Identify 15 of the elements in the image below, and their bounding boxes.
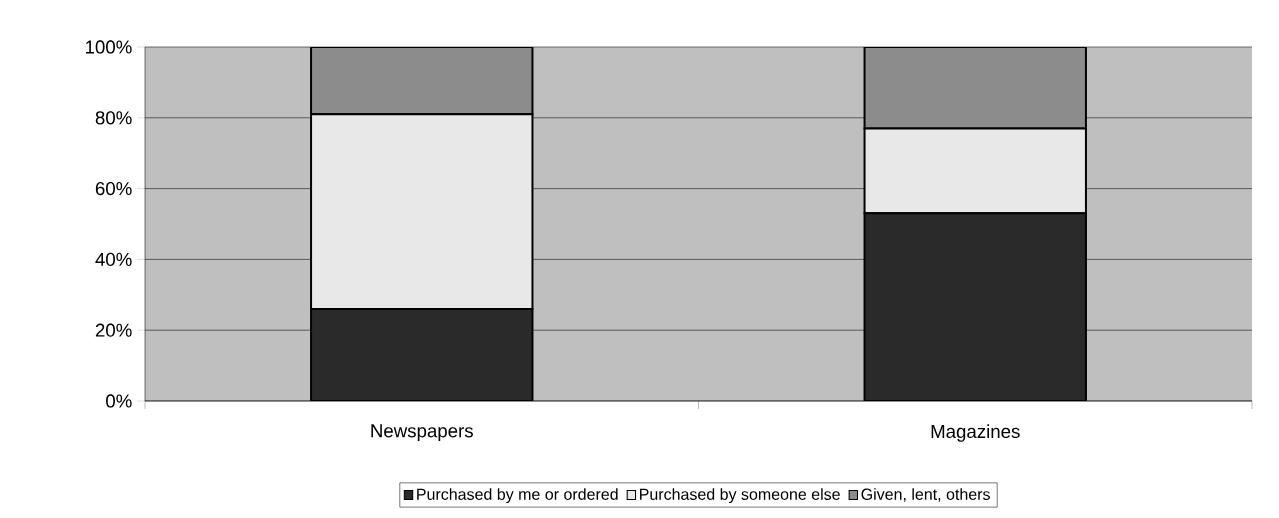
bar (863, 212, 1087, 401)
x-tick-label: Magazines (931, 424, 1020, 442)
bar (863, 47, 1087, 130)
y-tick-label: 20% (95, 323, 132, 337)
legend-label: Given, lent, others (861, 488, 990, 502)
y-tick-label: 0% (106, 394, 132, 408)
bar (310, 47, 534, 116)
x-tick-label: Newspapers (371, 424, 473, 442)
y-tick-label: 80% (95, 111, 132, 125)
y-tick-label: 60% (95, 181, 132, 196)
y-tick-label: 100% (85, 40, 132, 54)
bar (310, 307, 534, 401)
legend-label: Purchased by me or ordered (417, 488, 618, 504)
y-tick-label: 40% (95, 252, 132, 266)
legend-label: Purchased by someone else (640, 488, 840, 504)
